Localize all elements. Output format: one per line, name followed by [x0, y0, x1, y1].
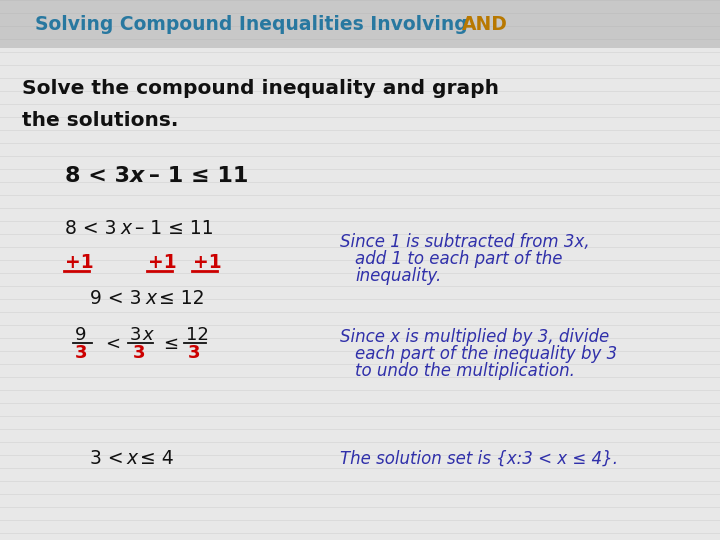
- Text: add 1 to each part of the: add 1 to each part of the: [355, 250, 562, 268]
- Text: each part of the inequality by 3: each part of the inequality by 3: [355, 345, 617, 363]
- Text: ≤ 4: ≤ 4: [134, 449, 174, 469]
- Bar: [0, 0, 720, 48]
- Text: 9 < 3: 9 < 3: [90, 289, 142, 308]
- Text: the solutions.: the solutions.: [22, 111, 179, 130]
- Text: +1: +1: [148, 253, 176, 273]
- Text: Since x is multiplied by 3, divide: Since x is multiplied by 3, divide: [340, 328, 609, 346]
- Text: <: <: [105, 335, 120, 353]
- Text: 12: 12: [186, 326, 209, 344]
- Text: 3: 3: [130, 326, 142, 344]
- Text: x: x: [145, 289, 156, 308]
- Text: ≤: ≤: [163, 335, 178, 353]
- Text: ≤ 12: ≤ 12: [153, 289, 204, 308]
- Text: inequality.: inequality.: [355, 267, 441, 285]
- Text: Since 1 is subtracted from 3x,: Since 1 is subtracted from 3x,: [340, 233, 590, 251]
- Text: +1: +1: [65, 253, 94, 273]
- Text: x: x: [126, 449, 137, 469]
- Text: 8 < 3: 8 < 3: [65, 219, 117, 239]
- Text: Solving Compound Inequalities Involving: Solving Compound Inequalities Involving: [35, 15, 474, 33]
- Text: 3: 3: [188, 344, 200, 362]
- Text: AND: AND: [462, 15, 508, 33]
- Text: The solution set is {x:3 < x ≤ 4}.: The solution set is {x:3 < x ≤ 4}.: [340, 450, 618, 468]
- Text: x: x: [120, 219, 131, 239]
- Text: 3: 3: [133, 344, 145, 362]
- Text: – 1 ≤ 11: – 1 ≤ 11: [141, 166, 248, 186]
- Text: +1: +1: [193, 253, 222, 273]
- Text: to undo the multiplication.: to undo the multiplication.: [355, 362, 575, 380]
- Text: x: x: [130, 166, 145, 186]
- Text: 3: 3: [75, 344, 88, 362]
- Text: – 1 ≤ 11: – 1 ≤ 11: [129, 219, 214, 239]
- Text: Solve the compound inequality and graph: Solve the compound inequality and graph: [22, 78, 499, 98]
- Text: x: x: [142, 326, 153, 344]
- Text: 3 <: 3 <: [90, 449, 130, 469]
- Text: 8 < 3: 8 < 3: [65, 166, 130, 186]
- Text: 9: 9: [75, 326, 86, 344]
